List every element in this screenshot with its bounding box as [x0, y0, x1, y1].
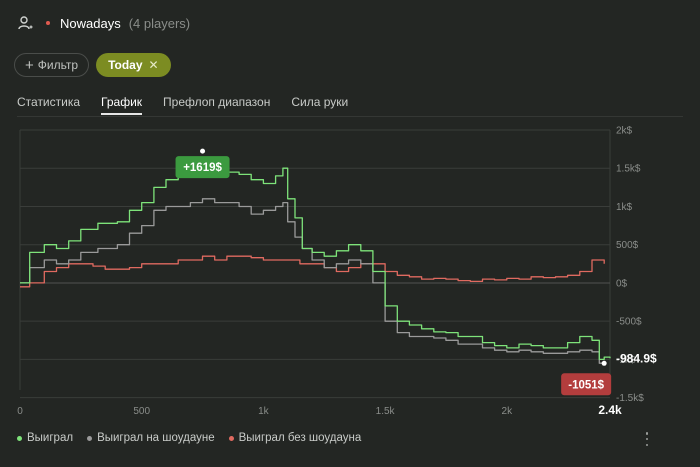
- players-count: (4 players): [128, 15, 191, 31]
- add-filter-label: Фильтр: [37, 58, 79, 72]
- x-tick-label: 500: [133, 406, 150, 417]
- legend-item-won[interactable]: Выиграл: [17, 432, 73, 444]
- tab-graph[interactable]: График: [101, 95, 143, 115]
- table-title: Nowadays: [60, 15, 121, 31]
- header: Nowadays (4 players): [18, 12, 190, 34]
- series-line-0: [20, 158, 611, 361]
- user-group-icon[interactable]: [18, 15, 34, 31]
- min-label-badge: [561, 373, 612, 396]
- tab-bar: Статистика График Префлоп диапазон Сила …: [17, 95, 348, 115]
- min-point-marker: [601, 360, 607, 366]
- legend-label-showdown: Выиграл на шоудауне: [97, 432, 215, 444]
- current-value-label: -984.9$: [616, 351, 657, 365]
- today-filter-chip[interactable]: Today ✕: [96, 53, 171, 77]
- chart-svg[interactable]: 2k$ 1.5k$ 1k$ 500$ 0$ -500$ -1k$ -1.5k$ 0 500 1k 1.…: [0, 118, 700, 428]
- filter-bar: + Фильтр Today ✕: [14, 53, 171, 77]
- status-dot: [46, 21, 50, 25]
- y-tick-label: -1.5k$: [616, 393, 644, 404]
- add-filter-button[interactable]: + Фильтр: [14, 53, 90, 77]
- tab-preflop-range[interactable]: Префлоп диапазон: [163, 95, 271, 109]
- legend-item-showdown[interactable]: Выиграл на шоудауне: [87, 432, 215, 444]
- tab-hand-strength[interactable]: Сила руки: [291, 95, 349, 109]
- y-tick-label: 500$: [616, 240, 639, 251]
- x-tick-label: 0: [17, 406, 23, 417]
- legend-label-won: Выиграл: [27, 432, 74, 444]
- x-tick-label: 1.5k: [376, 406, 396, 417]
- tab-statistics[interactable]: Статистика: [17, 95, 81, 109]
- legend-swatch-won: [17, 435, 22, 441]
- y-tick-label: -500$: [616, 317, 642, 328]
- today-filter-label: Today: [108, 58, 143, 72]
- legend-swatch-showdown: [87, 435, 93, 441]
- profit-chart[interactable]: 2k$ 1.5k$ 1k$ 500$ 0$ -500$ -1k$ -1.5k$ 0 500 1k 1.…: [0, 118, 700, 428]
- legend-swatch-non-showdown: [228, 435, 234, 441]
- y-tick-label: -1k$: [616, 355, 636, 366]
- series-line-1: [20, 198, 605, 364]
- more-options-icon[interactable]: [644, 432, 650, 446]
- y-tick-label: 1k$: [616, 202, 633, 213]
- series-line-2: [20, 255, 605, 288]
- plus-icon: +: [25, 56, 34, 74]
- max-point-marker: [200, 148, 206, 154]
- y-tick-label: 2k$: [616, 126, 633, 137]
- min-label-text: -1051$: [568, 379, 604, 391]
- tab-divider: [17, 116, 683, 117]
- chart-legend: Выиграл Выиграл на шоудауне Выиграл без …: [17, 432, 361, 444]
- y-tick-label: 0$: [616, 278, 628, 289]
- x-tick-label: 2k: [502, 406, 514, 417]
- x-tick-label: 2.4k: [598, 403, 622, 417]
- y-tick-label: 1.5k$: [616, 164, 641, 175]
- x-tick-label: 1k: [258, 406, 270, 417]
- max-label-text: +1619$: [183, 162, 222, 174]
- close-icon[interactable]: ✕: [148, 58, 159, 72]
- legend-label-non-showdown: Выиграл без шоудауна: [238, 432, 362, 444]
- legend-item-non-showdown[interactable]: Выиграл без шоудауна: [228, 432, 362, 444]
- max-label-badge: [175, 156, 230, 179]
